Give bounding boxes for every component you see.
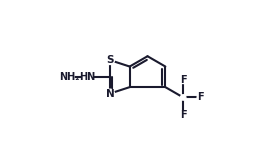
Circle shape	[197, 94, 204, 101]
Circle shape	[82, 72, 93, 82]
Text: S: S	[106, 55, 114, 65]
Circle shape	[106, 89, 114, 98]
Circle shape	[181, 95, 186, 100]
Circle shape	[64, 72, 74, 82]
Circle shape	[106, 56, 114, 65]
Circle shape	[180, 76, 187, 83]
Text: NH₂: NH₂	[59, 72, 79, 82]
Circle shape	[180, 111, 187, 119]
Text: F: F	[180, 110, 187, 120]
Text: N: N	[106, 89, 115, 98]
Text: F: F	[197, 92, 204, 102]
Text: HN: HN	[79, 72, 96, 82]
Text: F: F	[180, 75, 187, 85]
